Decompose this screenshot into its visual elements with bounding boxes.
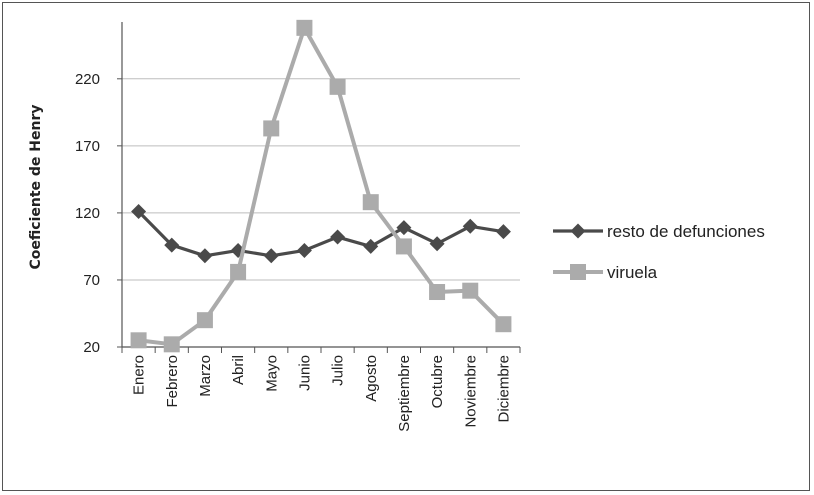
series-line [137,210,504,258]
tick-labels: 20 70 120 170 220 Enero Febrero Marzo Abril Mayo J… [75,71,512,432]
legend-label: resto de defunciones [607,222,765,241]
y-tick-label: 70 [83,272,100,289]
data-point-diamond [330,229,346,245]
series-line [138,25,505,347]
data-point-square [495,316,512,333]
data-point-square [296,19,313,36]
data-point-square [196,312,213,329]
data-point-square [462,282,479,299]
x-tick-label: Agosto [363,355,380,402]
data-point-square [263,120,280,137]
y-tick-label: 220 [75,71,100,88]
data-point-diamond [363,238,379,254]
data-point-diamond [197,248,213,264]
x-tick-label: Junio [296,355,313,391]
x-tick-label: Diciembre [495,355,512,423]
x-tick-label: Septiembre [396,355,413,432]
data-point-square [362,194,379,211]
legend-marker-square [570,264,586,280]
series-lines [130,19,512,353]
y-tick-label: 170 [75,138,100,155]
legend-label: viruela [607,263,658,282]
data-point-square [230,263,247,280]
x-tick-label: Noviembre [462,355,479,428]
y-tick-label: 20 [83,339,100,356]
data-point-square [163,336,180,353]
data-point-diamond [263,248,279,264]
x-tick-label: Octubre [429,355,446,408]
axes [117,22,521,353]
data-point-diamond [296,242,312,258]
x-tick-label: Febrero [164,355,181,408]
x-tick-label: Abril [230,355,247,385]
x-tick-label: Mayo [263,355,280,392]
x-tick-label: Marzo [197,355,214,397]
data-point-diamond [131,204,147,220]
legend: resto de defunciones viruela [553,222,765,282]
data-point-diamond [495,224,511,240]
legend-marker-diamond [570,223,586,239]
data-point-diamond [429,236,445,252]
data-point-square [130,332,147,349]
data-point-diamond [164,237,180,253]
gridlines [122,78,520,281]
y-tick-label: 120 [75,205,100,222]
x-tick-label: Enero [131,355,148,395]
data-point-diamond [396,220,412,236]
data-point-diamond [462,218,478,234]
y-axis-label: Coeficiente de Henry [28,105,44,270]
data-point-square [429,284,446,301]
x-tick-label: Julio [330,355,347,386]
data-point-square [395,238,412,255]
data-point-square [329,78,346,95]
